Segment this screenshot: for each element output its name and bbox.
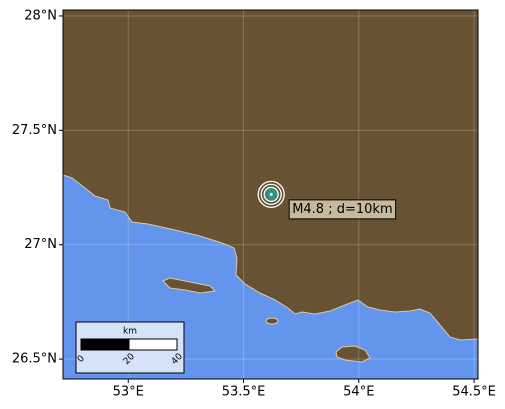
grid xyxy=(63,10,478,379)
y-tick-label: 27.5°N xyxy=(12,123,57,138)
y-tick-label: 26.5°N xyxy=(12,352,57,367)
x-tick-label: 54.5°E xyxy=(452,385,496,400)
event-label: M4.8 ; d=10km xyxy=(292,202,392,217)
scale-title: km xyxy=(123,327,137,337)
x-tick-label: 53.5°E xyxy=(222,385,266,400)
x-tick-label: 54°E xyxy=(343,385,374,400)
y-tick-label: 28°N xyxy=(24,8,57,23)
marks: M4.8 ; d=10km xyxy=(257,180,397,220)
y-tick-label: 27°N xyxy=(24,237,57,252)
x-tick-label: 53°E xyxy=(113,385,144,400)
frame xyxy=(62,9,479,380)
event-ring xyxy=(260,183,282,206)
island xyxy=(265,317,279,325)
scale-tick-label: 0 xyxy=(76,354,87,365)
event-ring xyxy=(257,180,285,209)
event-center xyxy=(269,192,273,196)
island xyxy=(335,345,371,363)
island xyxy=(162,277,217,294)
label-box xyxy=(288,199,397,220)
scale-segment xyxy=(128,338,178,351)
scale-segment xyxy=(80,338,130,351)
land xyxy=(62,9,479,341)
